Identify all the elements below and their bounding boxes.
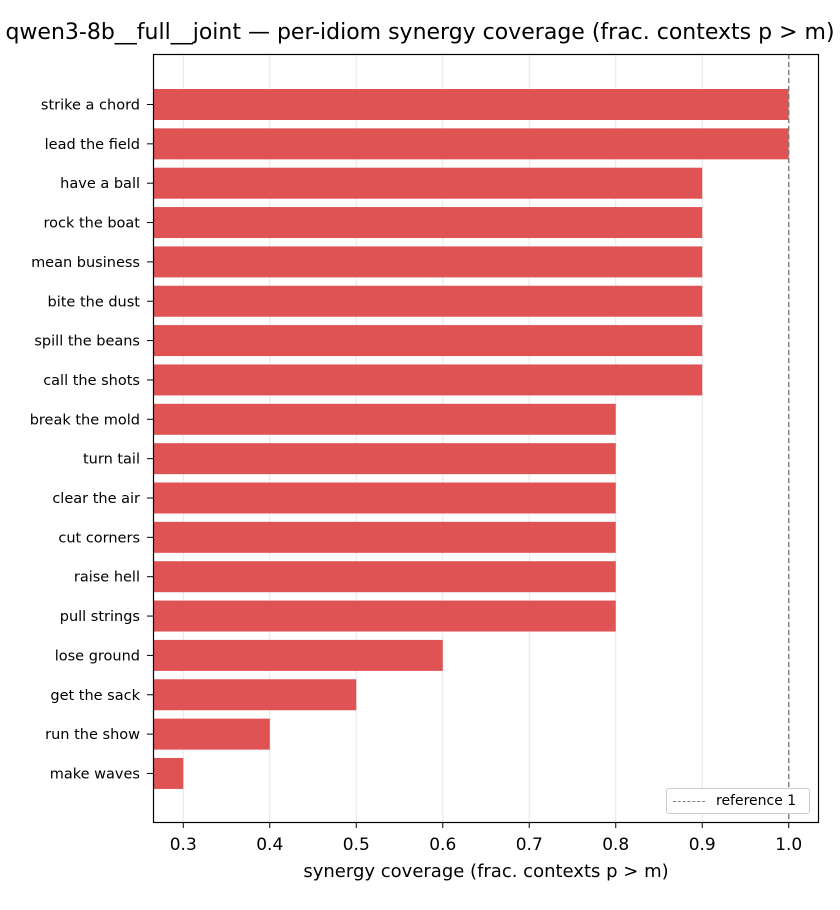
bar	[153, 757, 184, 789]
y-tick-label: strike a chord	[41, 98, 140, 114]
y-tick-label: spill the beans	[34, 334, 140, 350]
x-tick-label: 0.8	[602, 835, 629, 855]
bar	[153, 482, 616, 514]
bar	[153, 718, 270, 750]
legend: reference 1	[666, 788, 810, 814]
y-tick-label: lead the field	[45, 137, 140, 153]
y-tick-label: rock the boat	[43, 216, 140, 232]
bar	[153, 521, 616, 553]
bar	[153, 89, 789, 120]
legend-line-swatch	[673, 801, 705, 802]
bar	[153, 167, 703, 199]
x-tick-label: 0.5	[343, 835, 370, 855]
y-tick-label: bite the dust	[48, 294, 141, 310]
bar	[153, 207, 703, 239]
x-tick-label: 0.7	[516, 835, 543, 855]
y-tick-label: make waves	[50, 766, 140, 782]
y-tick-label: mean business	[31, 255, 140, 271]
y-tick-label: lose ground	[55, 648, 140, 664]
y-tick-label: cut corners	[58, 530, 140, 546]
bar	[153, 679, 357, 711]
bar	[153, 325, 703, 357]
plot-frame	[152, 53, 820, 824]
bar	[153, 600, 616, 632]
bar	[153, 443, 616, 475]
y-tick-label: pull strings	[60, 609, 140, 625]
y-axis: strike a chord lead the field have a ball r…	[30, 98, 153, 782]
y-tick-label: have a ball	[60, 176, 140, 192]
legend-label: reference 1	[716, 793, 797, 809]
x-tick-label: 1.0	[775, 835, 802, 855]
y-tick-label: call the shots	[43, 373, 140, 389]
y-tick-label: run the show	[45, 727, 140, 743]
bar	[153, 403, 616, 435]
bar	[153, 246, 703, 278]
y-tick-label: turn tail	[83, 452, 140, 468]
bar	[153, 561, 616, 593]
x-axis: 0.3 0.4 0.5 0.6 0.7 0.8 0.9 1.0	[170, 822, 802, 855]
x-axis-label: synergy coverage (frac. contexts p > m)	[303, 861, 669, 882]
x-tick-label: 0.4	[256, 835, 283, 855]
bar	[153, 128, 789, 160]
y-tick-label: get the sack	[50, 688, 140, 704]
y-tick-label: raise hell	[74, 570, 140, 586]
x-tick-label: 0.9	[689, 835, 716, 855]
bar	[153, 285, 703, 317]
y-tick-label: clear the air	[52, 491, 140, 507]
bar	[153, 364, 703, 396]
y-tick-label: break the mold	[30, 412, 140, 428]
chart-title: qwen3-8b__full__joint — per-idiom synerg…	[5, 20, 835, 45]
x-tick-label: 0.3	[170, 835, 197, 855]
bars	[153, 89, 789, 789]
x-tick-label: 0.6	[429, 835, 456, 855]
bar	[153, 639, 443, 671]
